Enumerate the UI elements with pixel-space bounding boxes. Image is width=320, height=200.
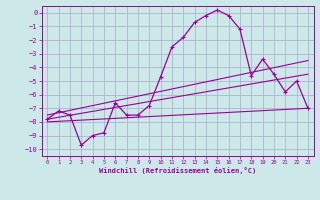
X-axis label: Windchill (Refroidissement éolien,°C): Windchill (Refroidissement éolien,°C) xyxy=(99,167,256,174)
